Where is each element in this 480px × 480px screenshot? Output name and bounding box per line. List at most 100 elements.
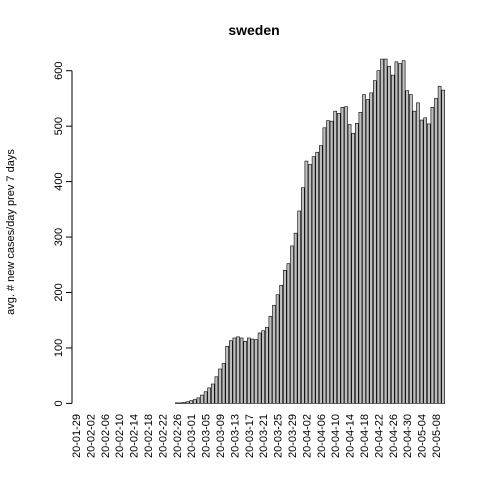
bar-20-04-20 [369,92,374,404]
bar-20-03-08 [214,376,219,404]
bar-20-03-16 [243,340,247,404]
bar-20-03-09 [218,368,222,404]
bar-20-04-25 [387,65,392,404]
x-tick-label-20-03-05: 20-03-05 [201,414,213,458]
bar-20-04-18 [362,94,366,404]
x-tick-label-20-04-18: 20-04-18 [359,414,371,458]
y-axis: 0 100 200 300 400 500 600 [53,62,73,406]
bar-20-02-27 [178,402,183,404]
bar-20-05-05 [423,117,428,404]
bar-20-04-16 [354,123,359,404]
bar-20-04-07 [322,127,327,404]
bar-20-03-24 [272,304,276,404]
x-tick-label-20-03-01: 20-03-01 [186,414,198,458]
bar-20-04-12 [340,107,345,404]
bar-20-03-02 [193,399,197,404]
bar-20-03-25 [275,294,280,404]
x-tick-label-20-02-26: 20-02-26 [172,414,184,458]
y-tick-label-600: 600 [53,62,65,80]
bar-20-04-05 [315,151,320,404]
x-tick-label-20-04-22: 20-04-22 [373,414,385,458]
bar-20-04-09 [329,120,334,404]
bar-20-04-17 [358,111,363,404]
x-tick-label-20-04-26: 20-04-26 [388,414,400,458]
bar-20-02-26 [175,402,179,404]
bar-20-03-15 [239,337,244,404]
bar-20-03-31 [297,210,302,404]
bar-20-05-01 [408,94,413,404]
bar-20-04-15 [351,133,356,404]
bar-20-05-09 [437,85,442,404]
bar-20-03-17 [247,337,251,404]
x-tick-label-20-04-14: 20-04-14 [345,414,357,458]
x-tick-label-20-02-22: 20-02-22 [157,414,169,458]
bar-20-04-10 [333,110,338,404]
bar-20-04-27 [394,61,399,404]
y-tick-label-100: 100 [53,339,65,357]
x-tick-label-20-04-10: 20-04-10 [330,414,342,458]
y-tick-label-400: 400 [53,172,65,190]
x-tick-label-20-03-13: 20-03-13 [229,414,241,458]
bar-20-04-11 [336,113,341,404]
x-tick-label-20-02-18: 20-02-18 [143,414,155,458]
bar-20-04-14 [347,124,352,404]
bar-20-03-13 [232,337,237,404]
bar-20-03-19 [254,339,258,404]
bar-20-03-10 [221,363,226,404]
bar-20-03-01 [189,400,193,404]
x-tick-label-20-02-14: 20-02-14 [129,414,141,458]
bar-group [175,58,446,404]
x-axis: 20-01-29 20-02-02 20-02-06 20-02-10 20-02-14… [71,414,443,458]
x-tick-label-20-05-08: 20-05-08 [431,414,443,458]
bar-20-05-10 [441,89,446,404]
bar-20-03-12 [229,340,233,404]
x-tick-label-20-02-06: 20-02-06 [100,414,112,458]
x-tick-label-20-04-06: 20-04-06 [316,414,328,458]
bar-20-04-30 [405,90,410,404]
y-tick-label-0: 0 [53,400,65,406]
bar-20-03-06 [207,387,211,404]
bar-20-04-13 [344,106,348,404]
bar-20-03-22 [264,327,269,404]
bar-20-04-04 [311,156,316,404]
x-tick-label-20-04-02: 20-04-02 [301,414,313,458]
bar-20-04-24 [383,58,388,404]
x-tick-label-20-04-30: 20-04-30 [402,414,414,458]
bar-20-03-04 [200,394,204,404]
bar-20-05-04 [419,119,424,404]
y-axis-title: avg. # new cases/day prev 7 days [5,149,17,315]
bar-20-03-27 [282,270,287,404]
x-tick-label-20-02-10: 20-02-10 [114,414,126,458]
bar-20-03-18 [250,338,255,404]
bar-20-03-03 [196,397,201,404]
x-tick-label-20-03-17: 20-03-17 [244,414,256,458]
x-tick-label-20-02-02: 20-02-02 [85,414,97,458]
bar-20-04-21 [372,80,377,404]
bar-20-04-08 [326,120,330,404]
x-tick-label-20-01-29: 20-01-29 [71,414,83,458]
bar-20-04-06 [318,145,323,404]
x-tick-label-20-03-25: 20-03-25 [273,414,285,458]
bar-20-03-30 [293,232,298,404]
x-tick-label-20-05-04: 20-05-04 [417,414,429,458]
x-tick-label-20-03-21: 20-03-21 [258,414,270,458]
y-tick-label-200: 200 [53,283,65,301]
bar-20-05-02 [412,110,417,404]
bar-20-05-07 [430,107,435,404]
bar-20-04-19 [365,99,370,404]
y-tick-label-300: 300 [53,228,65,246]
bar-20-03-28 [286,263,291,404]
bar-20-03-21 [261,330,266,404]
bar-20-05-03 [416,102,420,404]
bar-20-05-06 [426,123,431,404]
bar-20-04-28 [398,63,402,404]
x-tick-label-20-03-09: 20-03-09 [215,414,227,458]
bar-20-04-22 [376,70,381,404]
bar-20-03-20 [257,332,262,404]
bar-20-03-26 [279,284,284,404]
bar-20-03-23 [268,316,273,404]
chart-title: sweden [228,22,279,38]
bar-20-03-07 [211,383,215,404]
